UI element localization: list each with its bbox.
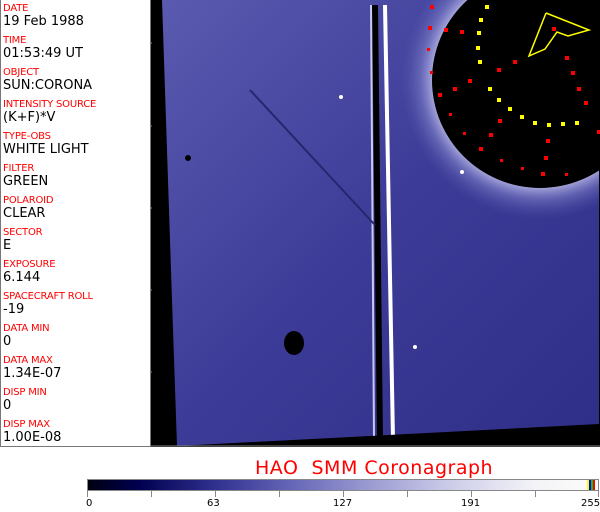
field-value: 1.00E-08 — [3, 430, 62, 445]
field-data-min: DATA MIN 0 — [3, 323, 50, 349]
header-info-panel: DATE 19 Feb 1988 TIME 01:53:49 UT OBJECT SU… — [0, 0, 151, 447]
field-label: DATE — [3, 3, 29, 14]
field-label: TIME — [3, 35, 27, 46]
field-label: DATA MIN — [3, 323, 50, 334]
field-date: DATE 19 Feb 1988 — [3, 3, 84, 29]
field-value: -19 — [3, 302, 25, 317]
field-object: OBJECT SUN:CORONA — [3, 67, 92, 93]
colorbar-tick-label: 63 — [207, 498, 220, 509]
field-disp-max: DISP MAX 1.00E-08 — [3, 419, 61, 445]
field-exposure: EXPOSURE 6.144 — [3, 259, 56, 285]
field-value: 0 — [3, 334, 12, 349]
field-label: FILTER — [3, 163, 35, 174]
grid-markers — [427, 5, 600, 176]
axis-ticks — [151, 42, 600, 447]
field-polaroid: POLAROID CLEAR — [3, 195, 54, 221]
field-disp-min: DISP MIN 0 — [3, 387, 47, 413]
colorbar-markers — [587, 480, 595, 490]
field-label: POLAROID — [3, 195, 54, 206]
colorbar-tick-label: 127 — [333, 498, 353, 509]
pointer-overlay — [527, 12, 592, 58]
colorbar-tick-label: 191 — [461, 498, 481, 509]
field-value: CLEAR — [3, 206, 46, 221]
coronagraph-image — [151, 0, 600, 447]
field-value: GREEN — [3, 174, 49, 189]
colorbar — [87, 479, 599, 491]
field-filter: FILTER GREEN — [3, 163, 48, 189]
field-label: DISP MAX — [3, 419, 50, 430]
field-sector: SECTOR E — [3, 227, 43, 253]
field-value: 19 Feb 1988 — [3, 14, 84, 29]
field-value: 0 — [3, 398, 12, 413]
occulting-disk — [432, 0, 599, 188]
field-label: SECTOR — [3, 227, 43, 238]
field-label: OBJECT — [3, 67, 39, 78]
field-value: (K+F)*V — [3, 110, 56, 125]
diagonal-streak — [249, 89, 376, 226]
field-data-max: DATA MAX 1.34E-07 — [3, 355, 61, 381]
field-time: TIME 01:53:49 UT — [3, 35, 83, 61]
field-label: DISP MIN — [3, 387, 47, 398]
field-value: 6.144 — [3, 270, 41, 285]
field-label: INTENSITY SOURCE — [3, 99, 97, 110]
plot-title: HAO SMM Coronagraph — [255, 457, 494, 479]
field-label: SPACECRAFT ROLL — [3, 291, 93, 302]
field-label: TYPE-OBS — [3, 131, 51, 142]
field-value: SUN:CORONA — [3, 78, 93, 93]
field-value: 01:53:49 UT — [3, 46, 83, 61]
field-label: EXPOSURE — [3, 259, 56, 270]
pylon-bright-streak — [383, 4, 395, 441]
field-intensity-source: INTENSITY SOURCE (K+F)*V — [3, 99, 96, 125]
colorbar-tick-label: 255 — [581, 498, 600, 509]
field-value: WHITE LIGHT — [3, 142, 89, 157]
field-value: 1.34E-07 — [3, 366, 62, 381]
field-type-obs: TYPE-OBS WHITE LIGHT — [3, 131, 89, 157]
field-value: E — [3, 238, 12, 253]
field-label: DATA MAX — [3, 355, 53, 366]
pylon-shadow — [372, 4, 383, 441]
colorbar-tick-label: 0 — [86, 498, 93, 509]
field-spacecraft-roll: SPACECRAFT ROLL -19 — [3, 291, 93, 317]
dark-blob — [284, 331, 304, 355]
